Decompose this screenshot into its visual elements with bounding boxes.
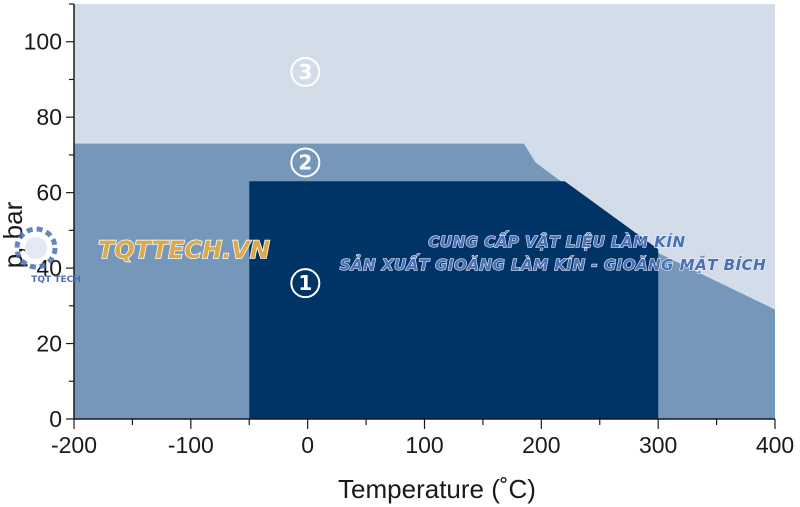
y-tick-label: 80	[36, 104, 62, 130]
x-tick-label: 200	[522, 432, 560, 458]
zone-label-circle	[290, 268, 321, 299]
x-axis-title: Temperature (˚C)	[338, 474, 536, 504]
x-tick-labels: -200 -100 0 100 200 300 400	[51, 432, 794, 458]
zone-label: 2	[298, 150, 312, 174]
watermark-brand: TQTTECH.VN	[98, 236, 270, 264]
x-tick-label: -200	[51, 432, 97, 458]
zone-label: 1	[298, 271, 312, 295]
zone-labels: 3 2 1	[290, 56, 321, 299]
y-tick-label: 60	[36, 180, 62, 206]
watermark-line-2: SẢN XUẤT GIOĂNG LÀM KÍN - GIOĂNG MẶT BÍC…	[340, 253, 767, 274]
watermark-line-1: CUNG CẤP VẬT LIỆU LÀM KÍN	[428, 230, 685, 251]
x-tick-label: 100	[405, 432, 443, 458]
y-tick-label: 0	[49, 406, 62, 432]
x-tick-label: 300	[639, 432, 677, 458]
chart-zones	[74, 4, 775, 419]
watermark-logo: TQT TECH	[14, 226, 81, 285]
x-tick-label: 400	[756, 432, 794, 458]
zone-label: 3	[298, 60, 312, 84]
gear-icon	[14, 226, 58, 270]
watermark-logo-text: TQT TECH	[31, 275, 81, 285]
zone-label-circle	[290, 147, 321, 178]
x-tick-label: -100	[168, 432, 214, 458]
y-tick-label: 100	[24, 29, 62, 55]
y-tick-label: 20	[36, 331, 62, 357]
chart-axes	[66, 3, 776, 429]
zone-label-circle	[290, 56, 321, 87]
logo-inner-circle	[25, 237, 47, 259]
zone-area-1	[249, 181, 659, 419]
watermark: TQT TECH TQTTECH.VN CUNG CẤP VẬT LIỆU LÀ…	[14, 226, 767, 285]
x-tick-label: 0	[301, 432, 314, 458]
